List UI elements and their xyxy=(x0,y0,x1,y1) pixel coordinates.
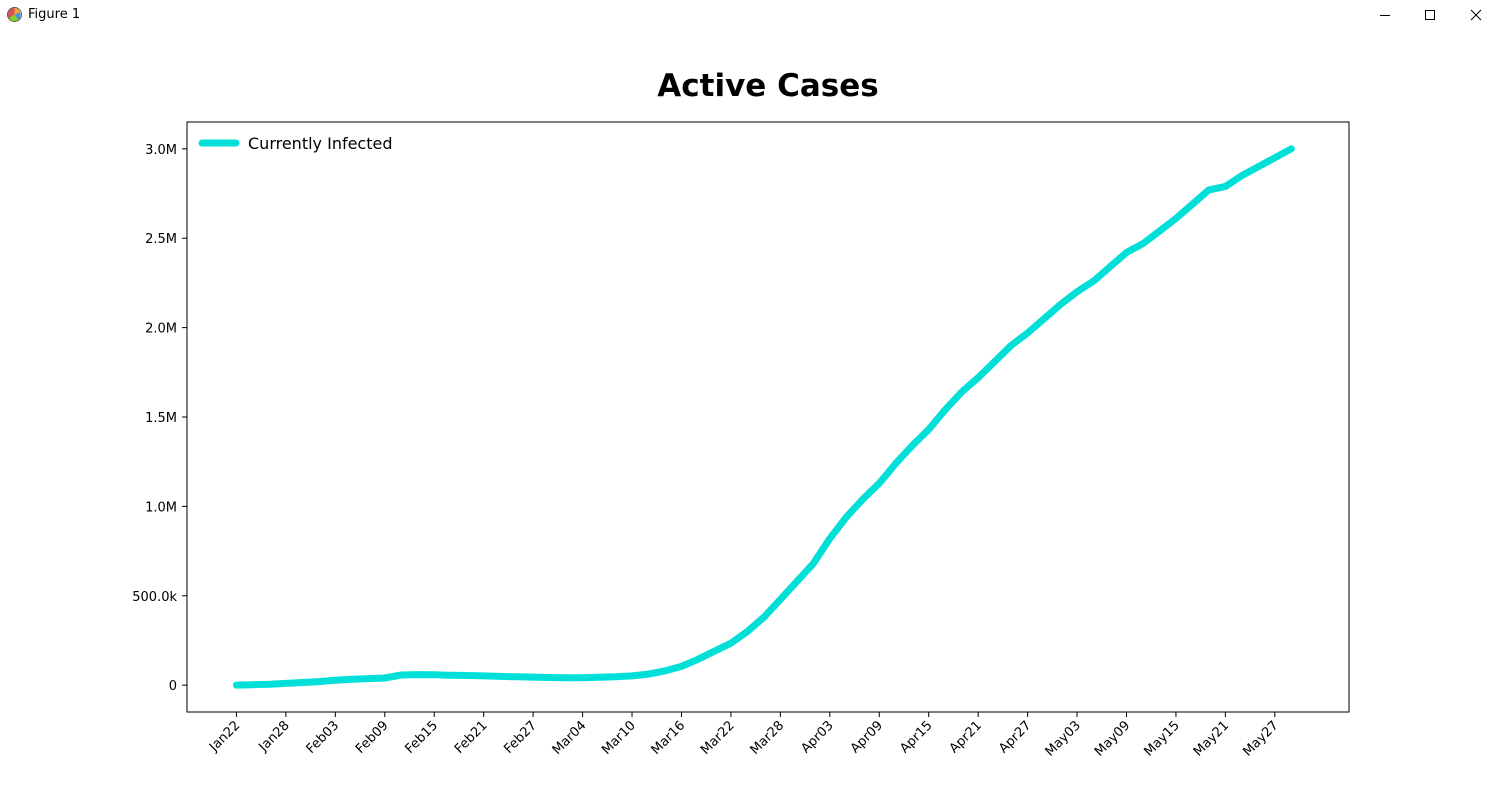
legend-entry: Currently Infected xyxy=(248,134,393,153)
x-tick-label: Mar04 xyxy=(550,718,590,758)
y-tick-label: 3.0M xyxy=(145,143,177,158)
x-tick-label: Feb09 xyxy=(353,718,392,757)
plot-area xyxy=(186,121,1350,713)
x-tick-label: May15 xyxy=(1141,718,1182,759)
close-button[interactable] xyxy=(1453,0,1499,30)
x-tick-label: May03 xyxy=(1043,718,1084,759)
x-tick-label: May21 xyxy=(1191,718,1232,759)
x-tick-label: Apr15 xyxy=(897,718,935,756)
minimize-button[interactable] xyxy=(1362,0,1408,30)
x-tick-label: Mar16 xyxy=(649,718,689,758)
legend: Currently Infected xyxy=(198,134,393,153)
y-axis: 0 500.0k 1.0M 1.5M 2.0M 2.5M 3.0M xyxy=(132,143,187,694)
y-tick-label: 2.5M xyxy=(145,232,177,247)
y-tick-label: 2.0M xyxy=(145,322,177,337)
minimize-icon xyxy=(1380,15,1390,16)
y-tick-label: 0 xyxy=(169,679,177,694)
y-tick-label: 1.0M xyxy=(145,500,177,515)
x-tick-label: Apr27 xyxy=(996,718,1034,756)
x-tick-label: Apr03 xyxy=(798,718,836,756)
series-layer xyxy=(232,145,1295,689)
x-tick-label: Feb27 xyxy=(501,718,540,757)
x-tick-label: May27 xyxy=(1240,718,1281,759)
window-titlebar: Figure 1 xyxy=(0,0,1499,30)
x-tick-label: Mar10 xyxy=(599,718,639,758)
matplotlib-figure-icon xyxy=(7,7,22,22)
series-line-currently-infected xyxy=(232,145,1295,689)
window-title: Figure 1 xyxy=(28,7,81,22)
x-tick-label: Feb21 xyxy=(452,718,491,757)
x-tick-label: Mar28 xyxy=(748,718,788,758)
maximize-button[interactable] xyxy=(1407,0,1453,30)
x-axis: Jan22 Jan28 Feb03 Feb09 Feb15 Feb21 Feb27 Mar04… xyxy=(206,712,1282,760)
x-tick-label: Mar22 xyxy=(698,718,738,758)
maximize-icon xyxy=(1425,10,1435,20)
x-tick-label: Feb03 xyxy=(304,718,343,757)
x-tick-label: May09 xyxy=(1092,718,1133,759)
y-tick-label: 1.5M xyxy=(145,411,177,426)
x-tick-label: Apr21 xyxy=(947,718,985,756)
x-tick-label: Jan28 xyxy=(256,718,293,755)
x-tick-label: Jan22 xyxy=(206,718,243,755)
close-icon xyxy=(1470,9,1482,21)
x-tick-label: Apr09 xyxy=(848,718,886,756)
chart-title: Active Cases xyxy=(657,68,878,104)
y-tick-label: 500.0k xyxy=(132,590,177,605)
x-tick-label: Feb15 xyxy=(402,718,441,757)
